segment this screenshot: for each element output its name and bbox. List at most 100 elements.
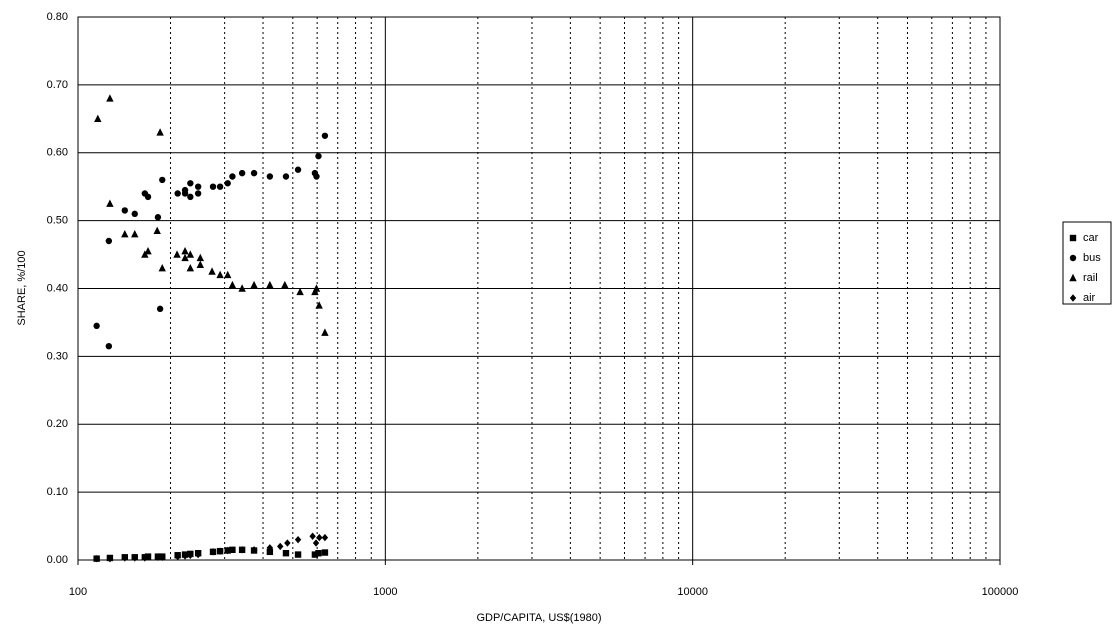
x-tick-label: 10000	[677, 586, 708, 598]
y-tick-label: 0.20	[47, 418, 68, 430]
plot-frame	[77, 16, 1001, 561]
legend-label: bus	[1083, 252, 1101, 264]
point	[209, 548, 217, 556]
point	[187, 180, 194, 187]
point	[281, 280, 289, 289]
point	[315, 550, 322, 557]
point	[131, 230, 139, 238]
point	[321, 132, 329, 139]
point	[121, 554, 129, 562]
y-tick-label: 0.70	[47, 79, 68, 91]
point	[196, 260, 205, 268]
legend-marker	[1069, 273, 1077, 282]
point	[312, 284, 321, 292]
point	[173, 250, 181, 258]
point	[282, 173, 290, 180]
point	[316, 533, 323, 542]
point	[196, 253, 205, 262]
point	[158, 263, 166, 272]
point	[250, 169, 258, 177]
point	[321, 533, 329, 542]
point	[229, 546, 236, 554]
point	[156, 128, 164, 136]
point	[174, 552, 181, 561]
point	[141, 554, 149, 562]
point	[282, 550, 290, 557]
point	[181, 186, 189, 194]
point	[154, 214, 162, 221]
point	[266, 548, 274, 556]
point	[159, 176, 166, 184]
legend-label: air	[1083, 292, 1096, 304]
legend-marker	[1069, 254, 1077, 262]
point	[266, 280, 274, 289]
point	[154, 553, 162, 561]
point	[294, 551, 302, 558]
y-tick-label: 0.10	[47, 486, 68, 498]
point	[106, 199, 114, 207]
point	[238, 169, 246, 177]
point	[228, 280, 237, 289]
legend-label: rail	[1083, 272, 1098, 284]
point	[186, 263, 195, 272]
point	[144, 553, 152, 560]
point	[224, 546, 231, 555]
y-axis-label: SHARE, %/100	[16, 250, 28, 325]
point	[153, 226, 161, 235]
point	[106, 94, 114, 102]
x-tick-label: 100000	[982, 586, 1019, 598]
legend-marker	[1069, 234, 1077, 242]
point	[216, 270, 224, 279]
point	[209, 183, 217, 190]
legend-marker	[1069, 294, 1077, 302]
point	[294, 166, 302, 173]
x-axis-label: GDP/CAPITA, US$(1980)	[476, 612, 601, 624]
point	[224, 180, 231, 187]
point	[250, 280, 258, 289]
point	[277, 542, 284, 551]
point	[105, 342, 113, 350]
point	[194, 550, 202, 559]
point	[181, 246, 189, 255]
point	[131, 554, 138, 562]
point	[284, 539, 291, 547]
legend-label: car	[1083, 232, 1099, 244]
point	[266, 544, 274, 552]
point	[131, 210, 138, 218]
y-tick-label: 0.00	[47, 554, 68, 566]
point	[309, 532, 316, 540]
point	[266, 173, 274, 180]
point	[224, 270, 232, 279]
point	[321, 328, 329, 336]
point	[250, 546, 258, 554]
point	[321, 549, 329, 556]
point	[216, 183, 224, 190]
point	[315, 152, 322, 160]
point	[93, 322, 100, 330]
point	[294, 535, 302, 544]
point	[144, 193, 152, 201]
point	[121, 230, 129, 238]
point	[181, 552, 189, 560]
point	[229, 173, 236, 180]
point	[208, 267, 216, 275]
point	[216, 547, 224, 555]
point	[186, 250, 195, 258]
point	[311, 551, 319, 558]
y-tick-label: 0.60	[47, 147, 68, 159]
point	[194, 183, 202, 190]
point	[93, 554, 100, 563]
point	[296, 287, 304, 296]
x-tick-label: 1000	[373, 586, 397, 598]
point	[187, 551, 194, 559]
point	[313, 173, 320, 180]
y-tick-label: 0.50	[47, 215, 68, 227]
point	[94, 114, 102, 123]
point	[312, 539, 320, 547]
point	[181, 253, 189, 262]
point	[187, 193, 194, 201]
point	[159, 553, 166, 561]
point	[144, 246, 152, 255]
